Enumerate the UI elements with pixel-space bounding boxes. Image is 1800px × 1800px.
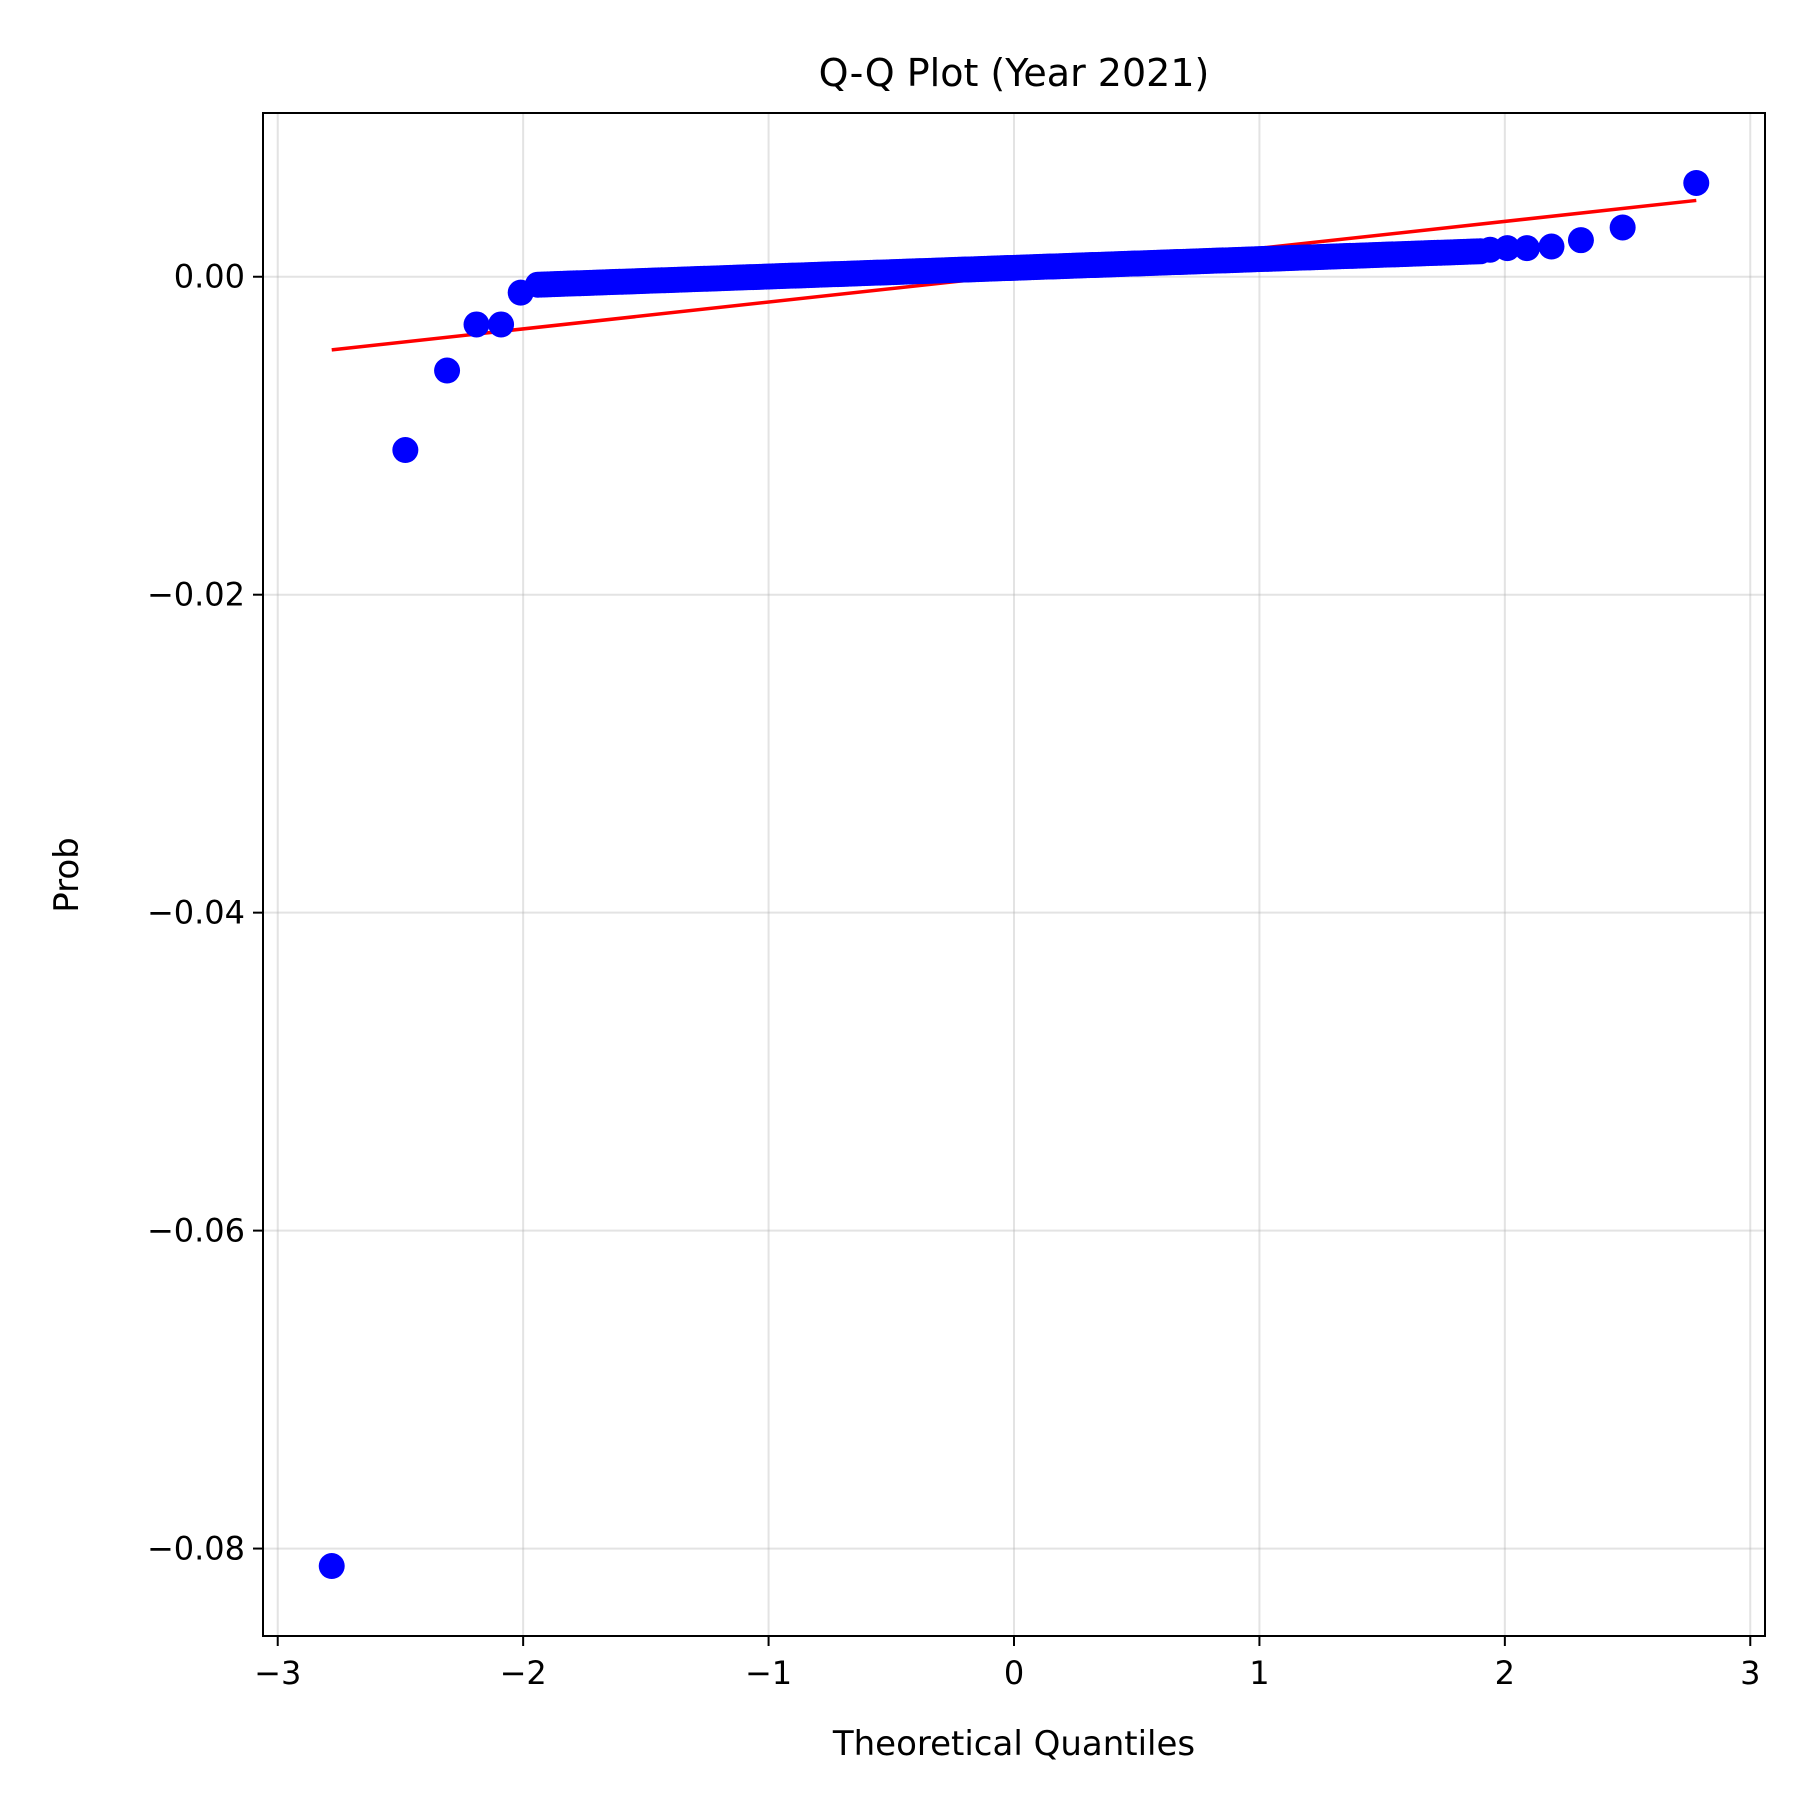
x-axis-ticks: −3 −2 −1 0 1 2 3 <box>254 1636 1760 1692</box>
y-tick-label: −0.08 <box>147 1530 245 1568</box>
qq-point <box>1567 227 1594 254</box>
x-tick-label: −1 <box>745 1654 792 1692</box>
x-tick-label: −3 <box>254 1654 301 1692</box>
qq-point <box>318 1553 345 1580</box>
qq-point <box>434 357 461 384</box>
y-tick-label: −0.04 <box>147 894 245 932</box>
qq-point <box>1683 169 1710 196</box>
qq-point <box>488 311 515 338</box>
qq-point <box>392 437 419 464</box>
y-tick-label: −0.02 <box>147 576 245 614</box>
x-tick-label: 2 <box>1495 1654 1515 1692</box>
chart-title: Q-Q Plot (Year 2021) <box>819 51 1210 95</box>
x-tick-label: −2 <box>500 1654 547 1692</box>
y-tick-label: 0.00 <box>174 258 245 296</box>
qq-point <box>1538 233 1565 260</box>
y-axis-ticks: 0.00 −0.02 −0.04 −0.06 −0.08 <box>147 258 263 1568</box>
y-axis-label: Prob <box>47 837 87 913</box>
data-points <box>318 169 1710 1580</box>
qq-point <box>1609 214 1636 241</box>
x-axis-label: Theoretical Quantiles <box>832 1724 1195 1764</box>
qq-point <box>1494 235 1521 262</box>
x-tick-label: 0 <box>1004 1654 1024 1692</box>
grid-lines <box>263 113 1765 1636</box>
qq-point <box>1513 235 1540 262</box>
x-tick-label: 1 <box>1249 1654 1269 1692</box>
y-tick-label: −0.06 <box>147 1212 245 1250</box>
x-tick-label: 3 <box>1740 1654 1760 1692</box>
qq-point <box>507 279 534 306</box>
qq-point <box>463 311 490 338</box>
